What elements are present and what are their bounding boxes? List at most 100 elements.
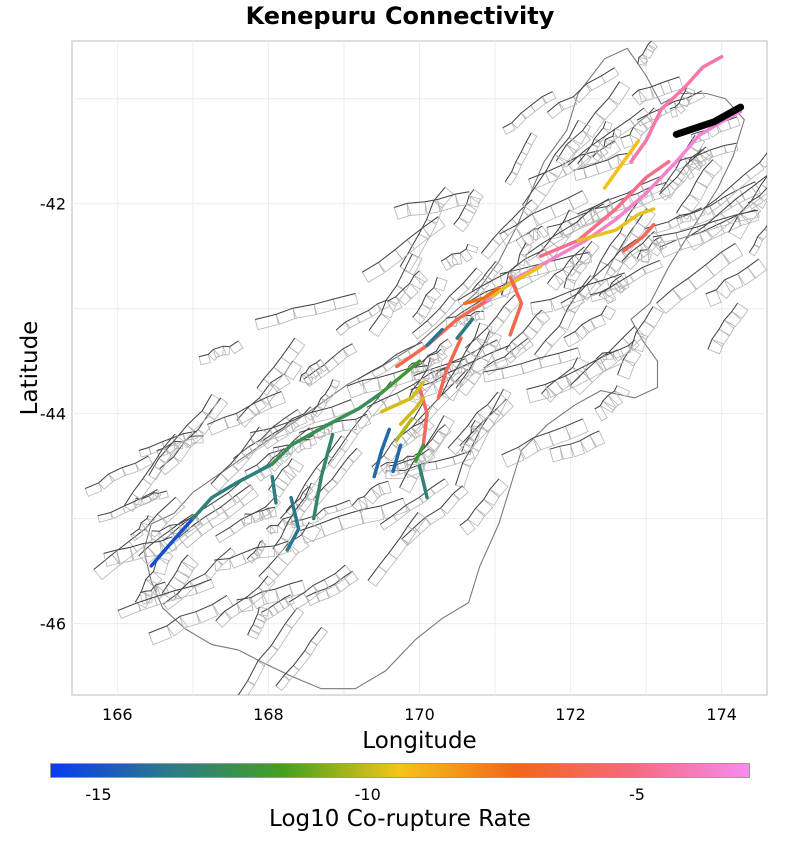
fault-trace <box>621 231 655 262</box>
fault-trace <box>246 540 263 560</box>
fault-trace <box>525 198 610 256</box>
colorbar-label: Log10 Co-rupture Rate <box>269 806 531 832</box>
fault-trace <box>412 267 477 334</box>
fault-trace <box>590 259 660 296</box>
rupture-forest-yellow[interactable] <box>398 396 426 426</box>
rupture-rakaia-blue[interactable] <box>425 327 444 348</box>
fault-trace <box>631 76 680 96</box>
fault-trace <box>568 107 645 166</box>
fault-trace <box>483 337 529 369</box>
rupture-wairau-main[interactable] <box>674 109 743 164</box>
fault-box <box>773 152 796 177</box>
fault-trace <box>103 536 173 554</box>
fault-trace <box>656 242 736 304</box>
rupture-rangitata-green[interactable] <box>413 443 426 463</box>
fault-trace <box>394 191 470 208</box>
colorbar-tick-label: -10 <box>354 785 381 804</box>
rupture-hope-yellow[interactable] <box>489 264 543 298</box>
fault-trace <box>210 426 260 485</box>
rupture-alpine-north[interactable] <box>379 359 422 395</box>
fault-trace <box>198 340 239 358</box>
fault-box <box>782 169 797 181</box>
fault-trace <box>261 594 291 613</box>
rupture-awatere-yellow[interactable] <box>602 138 641 190</box>
fault-trace <box>357 341 423 380</box>
map-title: Kenepuru Connectivity <box>245 2 555 30</box>
fault-trace <box>159 397 222 469</box>
fault-trace <box>465 294 516 349</box>
fault-trace <box>368 253 413 331</box>
fault-trace <box>502 91 553 129</box>
rupture-kakapo-orange[interactable] <box>463 285 501 306</box>
rupture-ostler-teal[interactable] <box>311 432 335 521</box>
fault-trace <box>705 258 759 295</box>
fault-trace <box>563 240 593 288</box>
rupture-hope-main[interactable] <box>485 159 679 303</box>
rupture-awatere-a[interactable] <box>629 54 724 164</box>
fault-trace <box>380 455 415 467</box>
fault-trace <box>299 359 321 382</box>
y-tick-label: -46 <box>39 614 66 634</box>
coastline <box>143 47 745 690</box>
rupture-rangitata-yellow[interactable] <box>379 380 426 414</box>
fault-trace <box>685 174 767 240</box>
fault-trace <box>275 626 322 687</box>
x-tick-label: 168 <box>253 705 284 724</box>
fault-trace <box>207 391 282 425</box>
fault-trace <box>549 430 600 450</box>
rupture-clarence-red[interactable] <box>621 222 656 253</box>
fault-trace <box>455 388 504 486</box>
rupture-alpine-hope[interactable] <box>395 298 490 369</box>
fault-trace <box>123 433 176 507</box>
x-tick-label: 170 <box>404 705 435 724</box>
rupture-hope-blue[interactable] <box>455 317 475 340</box>
fault-trace <box>414 338 448 368</box>
colorbar-tick-label: -5 <box>628 785 645 804</box>
rupture-alpine-south[interactable] <box>191 462 274 521</box>
rupture-teviot-teal[interactable] <box>270 474 278 505</box>
rupture-alpine-central[interactable] <box>270 390 384 466</box>
fault-trace <box>117 578 212 611</box>
rupture-alpine-sw[interactable] <box>149 516 195 568</box>
rupture-rangitata-red[interactable] <box>417 385 429 447</box>
fault-trace <box>547 67 615 113</box>
rupture-clarence-a[interactable] <box>538 159 671 258</box>
rupture-nevis-teal[interactable] <box>285 495 301 552</box>
rupture-ohau-yellow[interactable] <box>395 417 414 442</box>
y-tick-label: -44 <box>39 404 66 424</box>
rupture-ohau-blue[interactable] <box>372 427 392 479</box>
fault-trace <box>499 190 583 235</box>
fault-trace <box>594 385 618 410</box>
fault-trace <box>148 594 228 634</box>
rupture-waitaki-teal[interactable] <box>417 464 429 500</box>
fault-trace <box>379 478 445 525</box>
fault-box <box>766 187 767 188</box>
fault-trace <box>178 484 251 539</box>
fault-box <box>771 215 779 223</box>
fault-trace <box>505 309 543 351</box>
fault-trace <box>300 497 404 531</box>
fault-trace <box>256 337 296 389</box>
rupture-traces[interactable] <box>149 54 743 568</box>
fault-trace <box>447 391 499 449</box>
fault-trace <box>535 209 570 257</box>
source-fault-kenepuru[interactable] <box>672 103 745 138</box>
fault-trace <box>530 272 625 304</box>
fault-trace <box>312 448 358 501</box>
fault-trace <box>560 238 637 304</box>
fault-trace <box>156 435 203 452</box>
rupture-clarence-yellow[interactable] <box>576 207 656 243</box>
fault-trace <box>547 246 585 284</box>
rupture-porters-red[interactable] <box>508 275 524 337</box>
fault-box <box>774 174 787 187</box>
fault-trace <box>412 277 438 318</box>
fault-trace <box>250 399 352 434</box>
fault-trace <box>748 224 767 253</box>
fault-trace <box>303 343 353 380</box>
x-axis-label: Longitude <box>362 728 477 754</box>
rupture-rakaia-red[interactable] <box>436 336 463 400</box>
rupture-ostler-blue[interactable] <box>391 443 403 474</box>
fault-trace <box>459 478 500 526</box>
fault-trace <box>215 496 276 537</box>
